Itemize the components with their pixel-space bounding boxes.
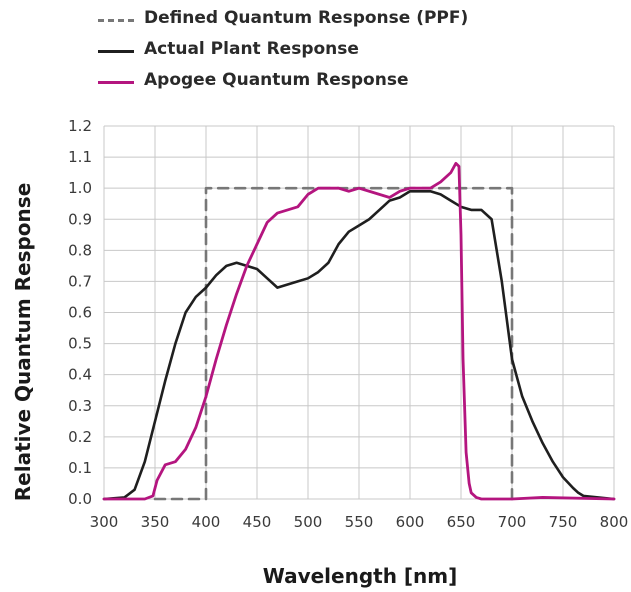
x-tick-label-350: 350 [141,513,170,531]
y-tick-label-0.3: 0.3 [68,397,92,415]
x-tick-label-550: 550 [345,513,374,531]
y-tick-label-0.6: 0.6 [68,304,92,322]
y-tick-label-0.8: 0.8 [68,241,92,259]
series-line-apogee [102,161,616,501]
legend-swatch-apogee [98,81,134,84]
legend-swatch-defined [98,19,134,22]
y-tick-label-1.0: 1.0 [68,179,92,197]
y-tick-label-0.1: 0.1 [68,459,92,477]
y-tick-label-1.2: 1.2 [68,117,92,135]
legend-item-defined: Defined Quantum Response (PPF) [98,6,468,37]
grid [103,125,615,500]
y-tick-label-0.9: 0.9 [68,210,92,228]
x-tick-label-450: 450 [243,513,272,531]
y-tick-label-1.1: 1.1 [68,148,92,166]
series-layer [102,161,616,501]
y-tick-label-0.4: 0.4 [68,366,92,384]
series-line-actual [102,189,616,501]
legend: Defined Quantum Response (PPF) Actual Pl… [98,6,468,99]
legend-item-apogee: Apogee Quantum Response [98,68,458,99]
tick-labels: 300 350 400 450 500 550 600 650 700 750 800 0.0 0.1 0… [68,117,628,531]
x-tick-label-700: 700 [498,513,527,531]
y-axis-title: Relative Quantum Response [11,183,35,502]
x-tick-label-750: 750 [549,513,578,531]
x-tick-label-400: 400 [192,513,221,531]
x-tick-label-300: 300 [90,513,119,531]
legend-label-defined: Defined Quantum Response (PPF) [144,8,469,28]
y-tick-label-0.0: 0.0 [68,490,92,508]
legend-label-actual: Actual Plant Response [144,39,359,59]
legend-label-apogee: Apogee Quantum Response [144,70,409,90]
x-tick-label-500: 500 [294,513,323,531]
y-tick-label-0.7: 0.7 [68,272,92,290]
x-tick-label-800: 800 [600,513,629,531]
legend-item-actual: Actual Plant Response [98,37,458,68]
y-tick-label-0.2: 0.2 [68,428,92,446]
x-tick-label-650: 650 [447,513,476,531]
x-axis-title: Wavelength [nm] [263,564,458,588]
y-tick-label-0.5: 0.5 [68,335,92,353]
series-line-defined [153,186,514,501]
x-tick-label-600: 600 [396,513,425,531]
legend-swatch-actual [98,50,134,53]
